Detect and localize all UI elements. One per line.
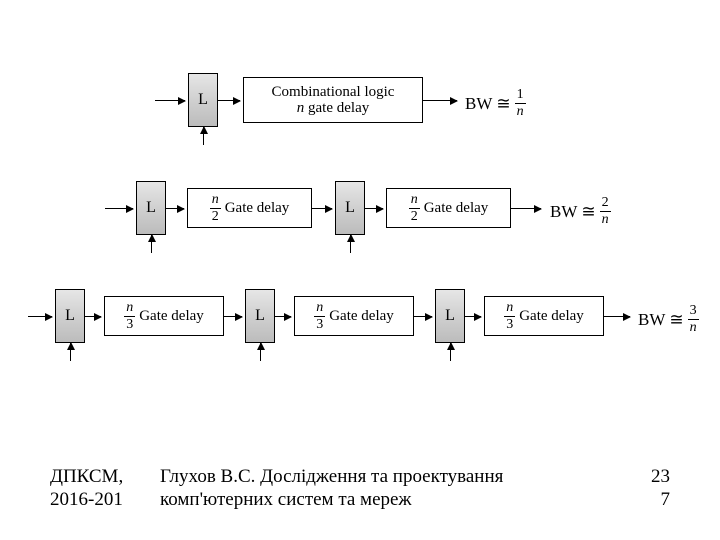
clk-2a — [151, 235, 152, 253]
clk-3a — [70, 343, 71, 361]
arrow-in-3 — [28, 316, 52, 317]
latch-2b: L — [335, 181, 365, 235]
arrow-1a — [218, 100, 240, 101]
clk-2b — [350, 235, 351, 253]
bw-2: BW ≅ 2 n — [550, 196, 611, 227]
footer-center: Глухов В.С. Дослідження та проектування … — [160, 465, 620, 513]
arrow-2a — [166, 208, 184, 209]
arrow-3a — [85, 316, 101, 317]
arrow-out-2 — [511, 208, 541, 209]
latch-3c: L — [435, 289, 465, 343]
logic-block-3c: n 3 Gate delay — [484, 296, 604, 336]
footer-right: 23 7 — [620, 465, 670, 513]
bw-1: BW ≅ 1 n — [465, 88, 526, 119]
clk-3b — [260, 343, 261, 361]
arrow-2b — [312, 208, 332, 209]
footer: ДПКСМ, 2016-201 Глухов В.С. Дослідження … — [50, 465, 670, 513]
bw-frac-1: 1 n — [515, 88, 526, 119]
arrow-3b — [224, 316, 242, 317]
logic-block-2b: n 2 Gate delay — [386, 188, 511, 228]
latch-2a: L — [136, 181, 166, 235]
block-text-1: Combinational logic n gate delay — [272, 84, 395, 117]
row-2-stage: L n 2 Gate delay L — [0, 178, 720, 268]
clk-3c — [450, 343, 451, 361]
arrow-3e — [465, 316, 481, 317]
arrow-out-1 — [423, 100, 457, 101]
pipeline-diagram: L Combinational logic n gate delay BW ≅ … — [0, 70, 720, 390]
latch-3a: L — [55, 289, 85, 343]
arrow-in-2 — [105, 208, 133, 209]
latch-label: L — [198, 91, 208, 109]
latch-1: L — [188, 73, 218, 127]
bw-3: BW ≅ 3 n — [638, 304, 699, 335]
clk-1 — [203, 127, 204, 145]
n-italic: n — [297, 100, 305, 116]
logic-block-2a: n 2 Gate delay — [187, 188, 312, 228]
logic-block-1: Combinational logic n gate delay — [243, 77, 423, 123]
arrow-2c — [365, 208, 383, 209]
row-1-stage: L Combinational logic n gate delay BW ≅ … — [0, 70, 720, 160]
arrow-3d — [414, 316, 432, 317]
logic-block-3a: n 3 Gate delay — [104, 296, 224, 336]
latch-3b: L — [245, 289, 275, 343]
arrow-3c — [275, 316, 291, 317]
slide-canvas: L Combinational logic n gate delay BW ≅ … — [0, 0, 720, 540]
logic-block-3b: n 3 Gate delay — [294, 296, 414, 336]
arrow-out-3 — [604, 316, 630, 317]
footer-left: ДПКСМ, 2016-201 — [50, 465, 160, 513]
arrow-in-1 — [155, 100, 185, 101]
row-3-stage: L n 3 Gate delay L — [0, 286, 720, 376]
